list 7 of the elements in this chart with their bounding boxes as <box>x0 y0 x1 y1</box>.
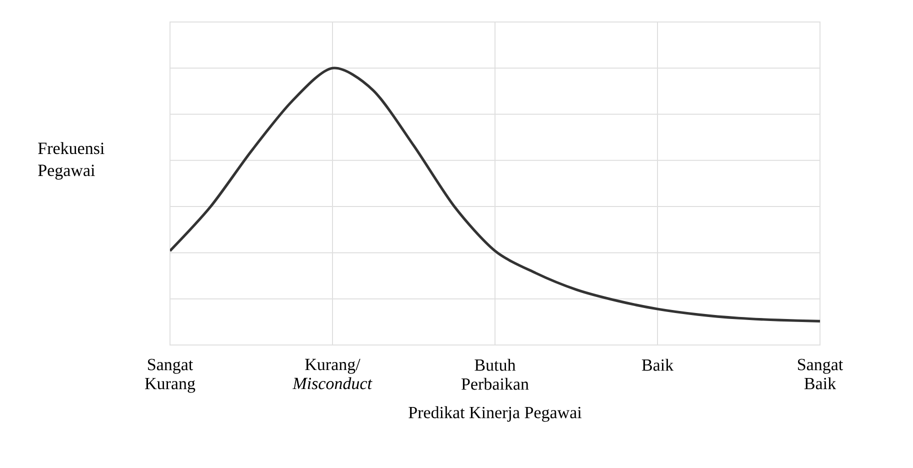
y-axis-title: Frekuensi Pegawai <box>38 142 104 180</box>
x-tick-label: Baik <box>642 358 674 371</box>
x-tick-label: Sangat Kurang <box>145 358 196 393</box>
x-tick-label: Kurang/ Misconduct <box>292 358 372 390</box>
x-axis-title: Predikat Kinerja Pegawai <box>408 406 582 422</box>
x-tick-label: Butuh Perbaikan <box>462 358 529 390</box>
x-tick-label: Sangat Baik <box>798 358 844 390</box>
